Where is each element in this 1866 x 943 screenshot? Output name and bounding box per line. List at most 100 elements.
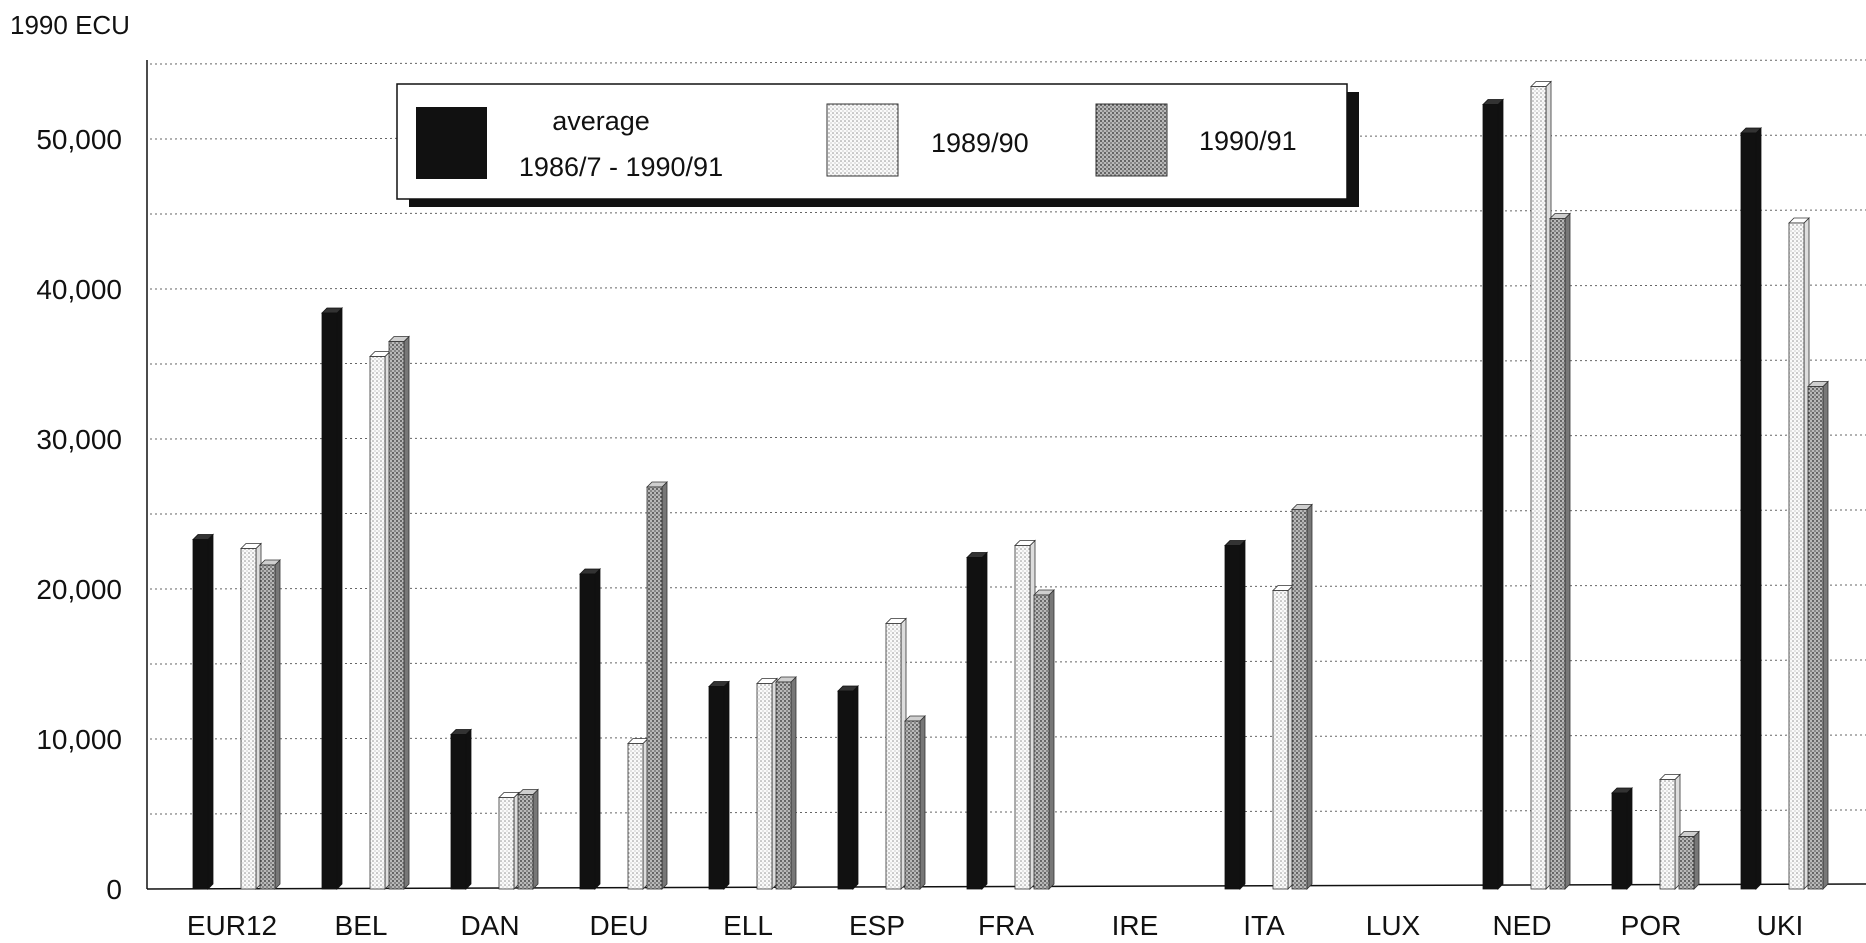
bar-side-face <box>532 788 539 890</box>
bar-side-face <box>1239 539 1246 890</box>
bars <box>192 80 1829 890</box>
bar-side-face <box>790 676 797 890</box>
bar-side-face <box>1822 380 1829 890</box>
legend-swatch-average <box>416 107 487 179</box>
bar-1989-90-bel <box>369 350 391 890</box>
bar-1989-90-ita <box>1272 584 1294 890</box>
bar-side-face <box>919 715 926 890</box>
bar-side-face <box>1626 787 1633 890</box>
y-tick-label: 50,000 <box>36 124 122 155</box>
bar-front-face <box>388 341 405 890</box>
bar-1990-91-ned <box>1549 212 1571 890</box>
bar-front-face <box>1807 386 1824 890</box>
gridline <box>149 659 1866 665</box>
axes <box>146 60 1866 890</box>
bar-1990-91-eur12 <box>259 559 281 890</box>
gridline <box>149 359 1866 365</box>
y-tick-label: 0 <box>106 874 122 905</box>
x-category-label: DAN <box>460 910 519 941</box>
bar-1990-91-ita <box>1291 503 1313 890</box>
bar-front-face <box>1224 545 1241 890</box>
bar-front-face <box>1549 218 1566 890</box>
bar-side-face <box>1693 830 1700 890</box>
bar-front-face <box>259 564 276 890</box>
bar-1989-90-por <box>1659 773 1681 890</box>
gridline <box>149 284 1866 290</box>
bar-side-face <box>465 728 472 890</box>
bar-front-face <box>450 734 467 890</box>
bar-front-face <box>627 743 644 890</box>
x-category-label: FRA <box>978 910 1034 941</box>
x-category-label: BEL <box>335 910 388 941</box>
bar-1989-90-dan <box>498 791 520 890</box>
bar-1990-91-ell <box>775 676 797 890</box>
gridline <box>149 209 1866 215</box>
bar-front-face <box>369 356 386 890</box>
y-tick-label: 20,000 <box>36 574 122 605</box>
x-category-label: POR <box>1621 910 1682 941</box>
bar-average-ell <box>708 680 730 890</box>
bar-1990-91-bel <box>388 335 410 890</box>
bar-front-face <box>885 623 902 890</box>
bar-average-esp <box>837 685 859 890</box>
y-tick-label: 10,000 <box>36 724 122 755</box>
bar-front-face <box>1033 594 1050 890</box>
x-category-label: ITA <box>1243 910 1285 941</box>
bar-side-face <box>403 335 410 890</box>
bar-average-ita <box>1224 539 1246 890</box>
x-category-labels: EUR12 BEL DAN DEU ELL ESP FRA IRE ITA LUX NED POR UK… <box>187 910 1803 941</box>
legend: average 1986/7 - 1990/91 1989/90 1990/91 <box>396 83 1359 207</box>
bar-average-uki <box>1740 127 1762 890</box>
gridline <box>149 809 1866 815</box>
gridline <box>149 734 1866 740</box>
bar-average-ned <box>1482 98 1504 890</box>
gridline <box>149 434 1866 440</box>
bar-front-face <box>1482 104 1499 890</box>
bar-average-bel <box>321 307 343 890</box>
bar-1989-90-uki <box>1788 217 1810 890</box>
bar-front-face <box>1678 836 1695 890</box>
bar-front-face <box>579 573 596 890</box>
bar-1989-90-ned <box>1530 80 1552 890</box>
bar-1990-91-fra <box>1033 589 1055 890</box>
y-axis-unit-label: 1990 ECU <box>10 10 130 40</box>
bar-side-face <box>594 568 601 890</box>
bar-1989-90-ell <box>756 677 778 890</box>
x-category-label: LUX <box>1366 910 1421 941</box>
bar-1990-91-esp <box>904 715 926 890</box>
bar-side-face <box>1048 589 1055 890</box>
bar-front-face <box>498 797 515 890</box>
bar-front-face <box>708 686 725 890</box>
bar-front-face <box>646 486 663 890</box>
bar-front-face <box>1740 132 1757 890</box>
bar-average-por <box>1611 787 1633 890</box>
bar-1989-90-fra <box>1014 539 1036 890</box>
bar-front-face <box>837 690 854 890</box>
bar-front-face <box>192 539 209 890</box>
x-category-label: EUR12 <box>187 910 277 941</box>
bar-side-face <box>336 307 343 890</box>
bar-side-face <box>1497 98 1504 890</box>
bar-1990-91-uki <box>1807 380 1829 890</box>
y-tick-label: 30,000 <box>36 424 122 455</box>
bar-average-fra <box>966 551 988 890</box>
bar-side-face <box>207 533 214 890</box>
bar-side-face <box>723 680 730 890</box>
bar-side-face <box>1564 212 1571 890</box>
bar-1990-91-deu <box>646 481 668 890</box>
bar-side-face <box>852 685 859 890</box>
gridline <box>149 584 1866 590</box>
y-tick-labels: 0 10,000 20,000 30,000 40,000 50,000 <box>36 124 122 905</box>
legend-label-average-line2: 1986/7 - 1990/91 <box>519 152 723 182</box>
bar-front-face <box>1272 590 1289 890</box>
bar-average-eur12 <box>192 533 214 890</box>
bar-1989-90-esp <box>885 617 907 890</box>
bar-front-face <box>1788 222 1805 890</box>
y-tick-label: 40,000 <box>36 274 122 305</box>
gridline <box>149 59 1866 65</box>
bar-front-face <box>966 557 983 890</box>
bar-side-face <box>981 551 988 890</box>
x-category-label: UKI <box>1757 910 1804 941</box>
